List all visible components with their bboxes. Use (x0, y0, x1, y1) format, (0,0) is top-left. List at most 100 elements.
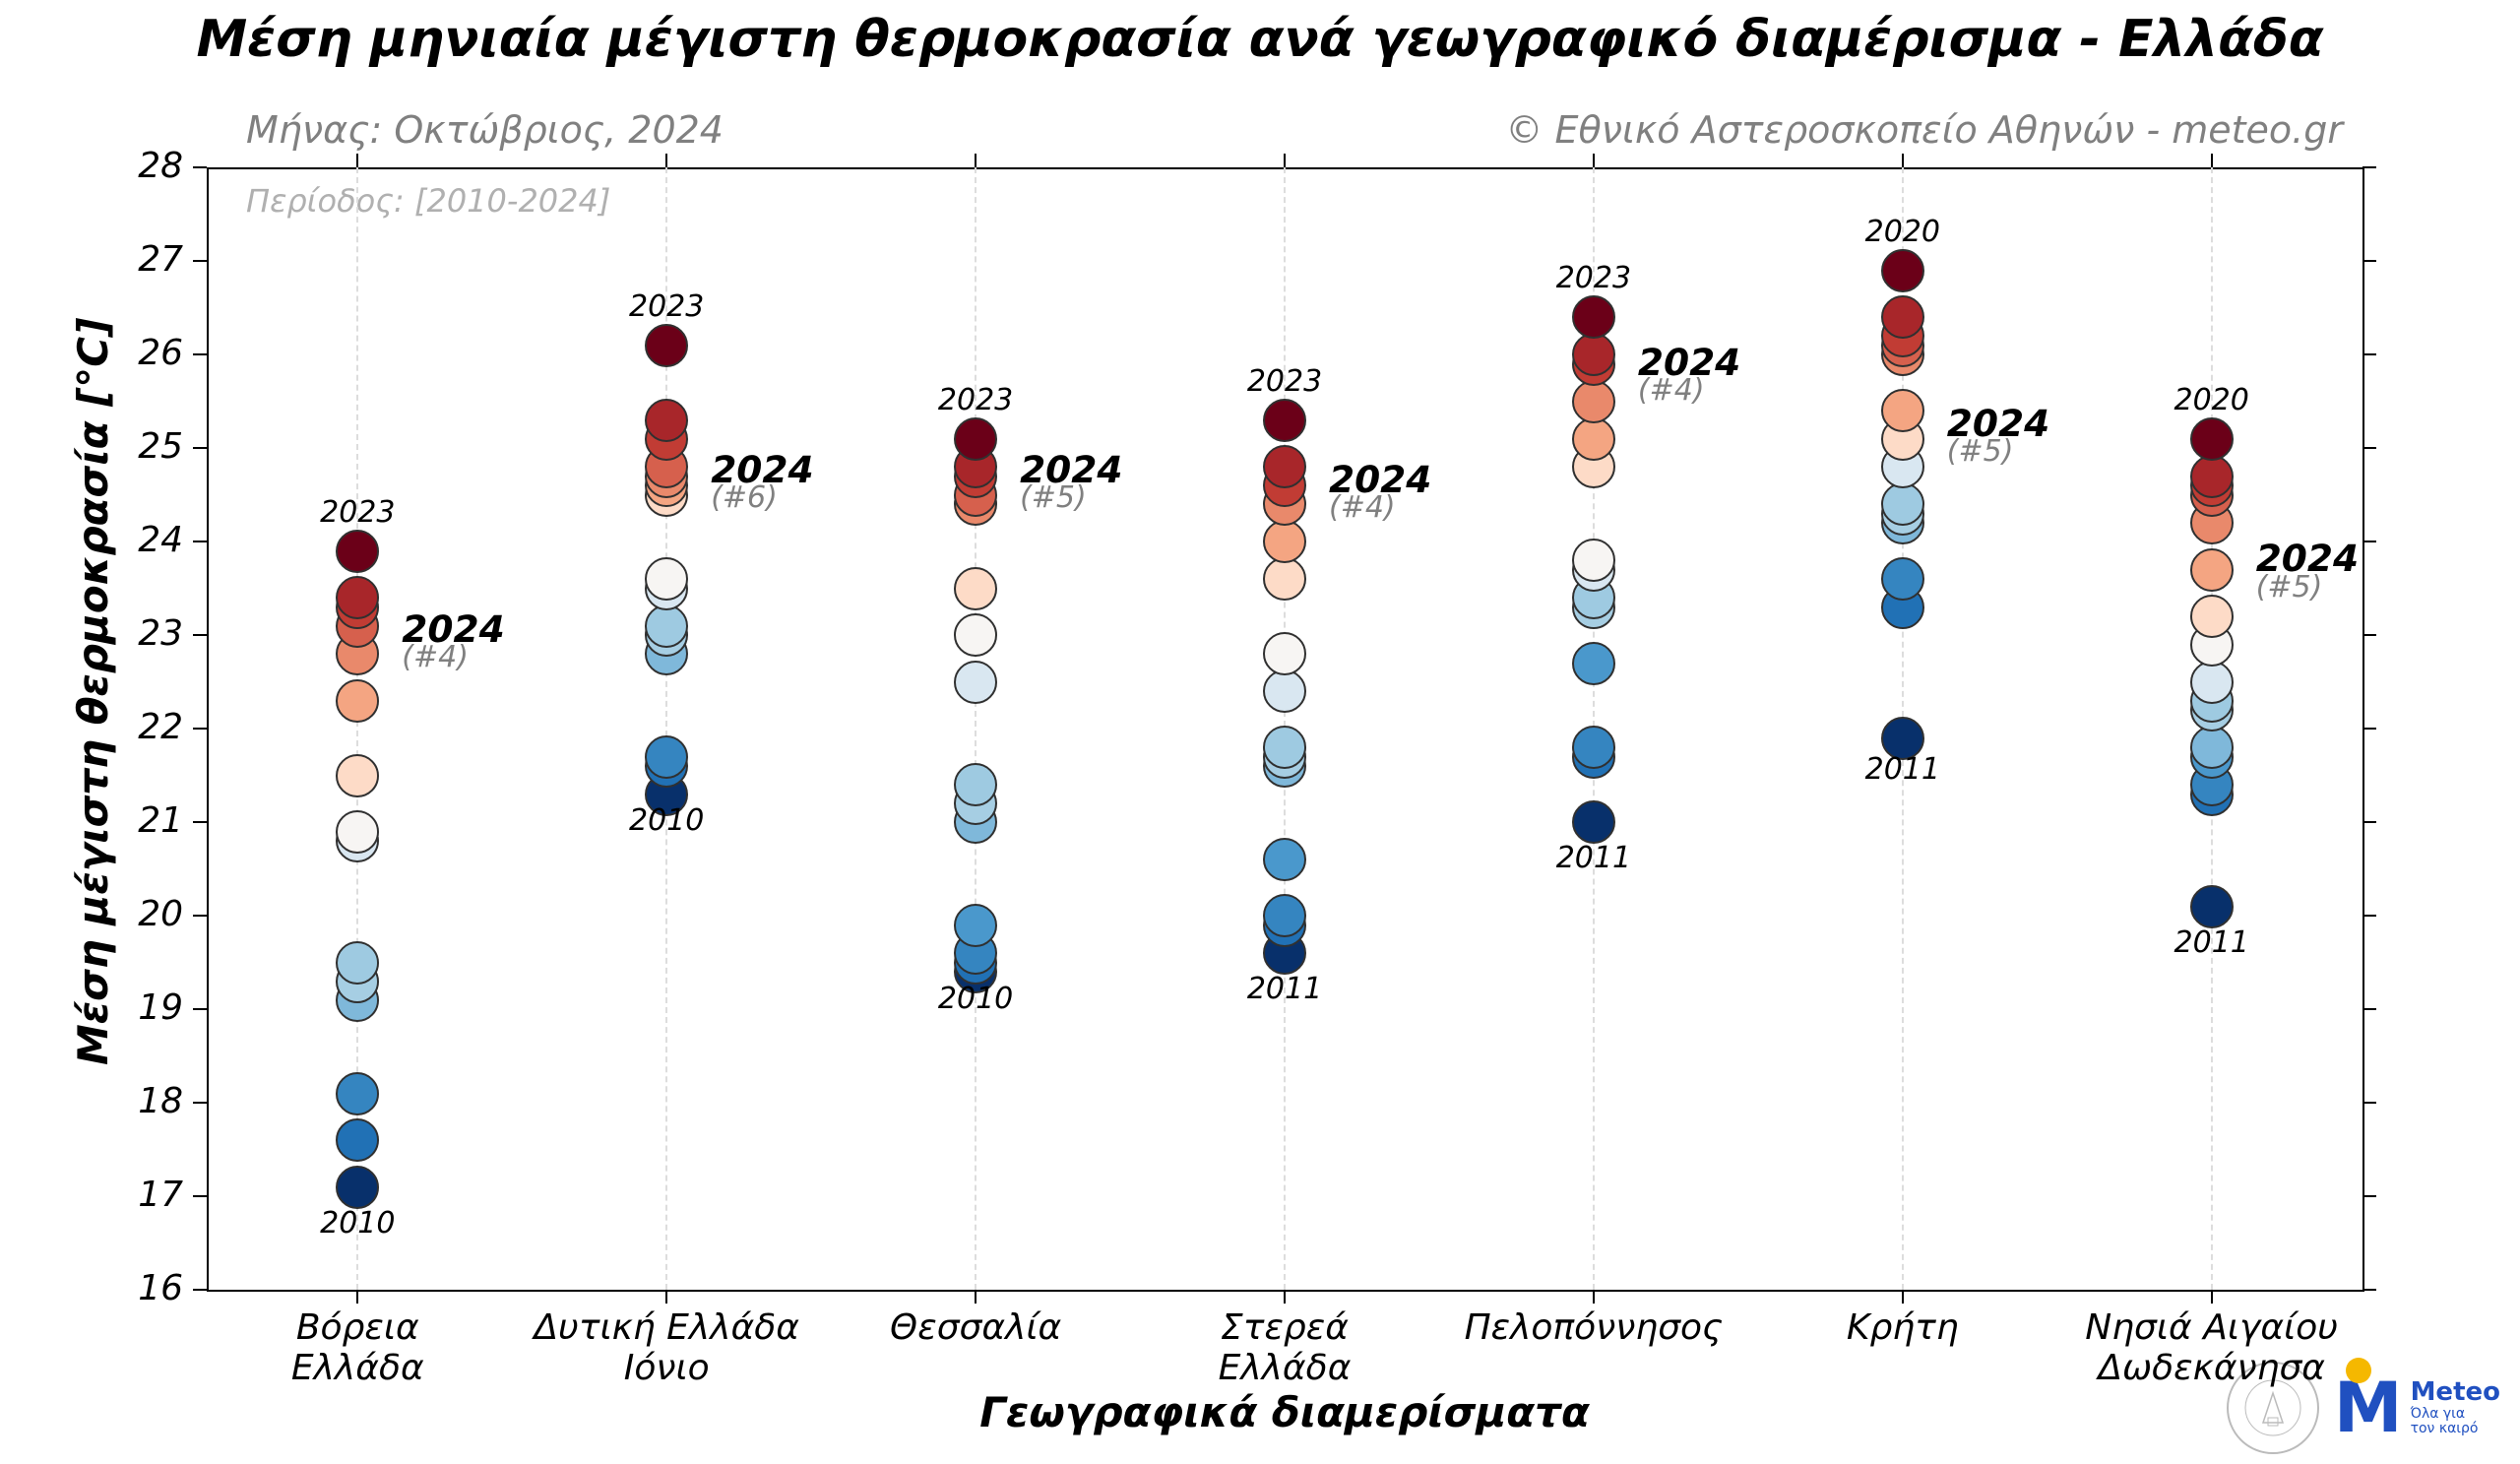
y-tick (2362, 634, 2376, 636)
year-label: 2020 (2133, 383, 2291, 417)
period-label: Περίοδος: [2010-2024] (246, 182, 610, 220)
x-tick-label: Δυτική Ελλάδα Ιόνιο (519, 1307, 814, 1388)
y-tick-label: 19 (114, 987, 183, 1028)
axis-border (2362, 167, 2364, 1292)
data-point (645, 735, 688, 779)
subtitle-copyright: © Εθνικό Αστεροσκοπείο Αθηνών - meteo.gr (1505, 108, 2343, 152)
data-point (645, 399, 688, 442)
data-point (336, 810, 379, 854)
rank-label: (#6) (711, 480, 778, 515)
y-tick (2362, 1008, 2376, 1010)
x-tick (1593, 1290, 1595, 1304)
y-tick (2362, 166, 2376, 168)
y-tick-label: 26 (114, 333, 183, 373)
data-point (954, 417, 997, 461)
data-point (1572, 800, 1615, 844)
data-point (2190, 885, 2234, 928)
y-tick (193, 353, 207, 355)
data-point (336, 941, 379, 985)
rank-label: (#4) (402, 640, 469, 674)
data-point (954, 763, 997, 806)
data-point (1263, 669, 1306, 713)
x-tick (356, 1290, 358, 1304)
data-point (954, 613, 997, 657)
y-tick (193, 260, 207, 262)
year-label: 2011 (1515, 841, 1672, 875)
year-label: 2010 (588, 803, 745, 838)
meteo-text: Meteo Όλα για τον καιρό (2411, 1378, 2500, 1436)
x-tick (665, 154, 667, 167)
y-tick (193, 1289, 207, 1291)
data-point (954, 567, 997, 610)
data-point (1572, 295, 1615, 339)
year-label: 2023 (897, 383, 1054, 417)
x-tick (975, 1290, 976, 1304)
data-point (1881, 482, 1924, 526)
year-label: 2023 (1515, 261, 1672, 295)
year-label: 2023 (279, 495, 436, 530)
x-tick (356, 154, 358, 167)
data-point (954, 661, 997, 704)
y-tick (193, 541, 207, 542)
y-tick-label: 17 (114, 1175, 183, 1215)
y-tick (2362, 915, 2376, 917)
rank-label: (#5) (1947, 434, 2014, 469)
data-point (1263, 399, 1306, 442)
y-tick (193, 728, 207, 730)
y-tick (2362, 728, 2376, 730)
rank-label: (#4) (1638, 373, 1705, 408)
y-axis-label: Μέση μέγιστη θερμοκρασία [°C] (69, 318, 117, 1065)
data-point (1881, 389, 1924, 432)
y-tick (193, 1195, 207, 1197)
data-point (2190, 726, 2234, 769)
x-tick (2211, 1290, 2213, 1304)
y-tick (2362, 541, 2376, 542)
year-label: 2010 (279, 1206, 436, 1241)
x-tick (1593, 154, 1595, 167)
data-point (2190, 455, 2234, 498)
data-point (1881, 557, 1924, 601)
data-point (1881, 295, 1924, 339)
x-tick (2211, 154, 2213, 167)
chart-container: { "canvas": { "width": 2560, "height": 1… (0, 0, 2520, 1464)
data-point (1263, 445, 1306, 488)
y-tick-label: 21 (114, 800, 183, 841)
y-tick-label: 24 (114, 520, 183, 560)
x-tick-label: Πελοπόννησος (1446, 1307, 1741, 1348)
data-point (1263, 894, 1306, 937)
data-point (645, 557, 688, 601)
y-tick (193, 915, 207, 917)
data-point (336, 679, 379, 723)
year-label: 2023 (588, 289, 745, 324)
subtitle-month: Μήνας: Οκτώβριος, 2024 (246, 108, 724, 152)
y-tick (2362, 1289, 2376, 1291)
y-tick (193, 166, 207, 168)
data-point (1263, 838, 1306, 881)
data-point (2190, 661, 2234, 704)
grid-line (975, 167, 976, 1290)
data-point (1263, 632, 1306, 675)
data-point (1881, 249, 1924, 292)
x-tick (975, 154, 976, 167)
x-tick-label: Στερεά Ελλάδα (1137, 1307, 1432, 1388)
data-point (336, 1072, 379, 1115)
data-point (2190, 417, 2234, 461)
year-label: 2011 (1824, 752, 1982, 787)
year-label: 2010 (897, 982, 1054, 1016)
data-point (1263, 557, 1306, 601)
year-label: 2011 (1206, 972, 1363, 1006)
y-tick-label: 16 (114, 1268, 183, 1308)
x-tick-label: Θεσσαλία (828, 1307, 1123, 1348)
y-tick-label: 28 (114, 146, 183, 186)
rank-label: (#5) (2256, 570, 2323, 605)
y-tick (2362, 447, 2376, 449)
y-tick (2362, 260, 2376, 262)
y-tick-label: 23 (114, 613, 183, 654)
x-axis-label: Γεωγραφικά διαμερίσματα (207, 1388, 2362, 1436)
data-point (1572, 726, 1615, 769)
x-tick-label: Βόρεια Ελλάδα (210, 1307, 505, 1388)
y-tick (2362, 821, 2376, 823)
y-tick-label: 22 (114, 707, 183, 747)
data-point (954, 904, 997, 947)
x-tick (1284, 154, 1286, 167)
